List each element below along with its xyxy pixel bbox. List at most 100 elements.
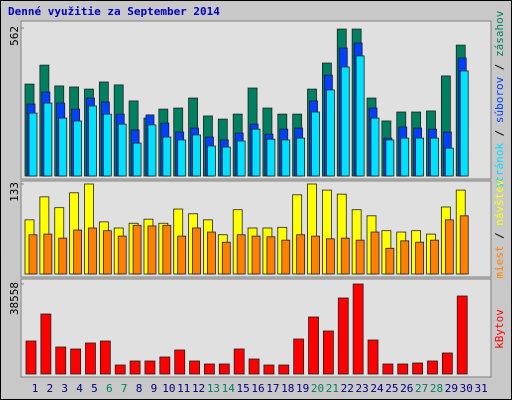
legend-separator: /: [493, 123, 506, 143]
legend-entry: kBytov: [493, 309, 506, 349]
x-tick-label: 27: [415, 382, 428, 395]
bar: [129, 360, 141, 375]
bar: [308, 316, 319, 375]
bar: [340, 237, 350, 275]
bar: [459, 215, 469, 275]
x-tick-label: 18: [281, 382, 294, 395]
bar: [352, 283, 364, 375]
bar: [441, 352, 453, 375]
bar: [340, 66, 350, 177]
bar: [132, 142, 142, 177]
bar: [311, 111, 320, 177]
x-tick-label: 3: [61, 382, 68, 395]
bar: [337, 297, 349, 375]
x-tick-label: 2: [47, 382, 54, 395]
x-tick-label: 26: [400, 382, 413, 395]
x-tick-label: 31: [474, 382, 487, 395]
x-tick-label: 30: [460, 382, 473, 395]
bar: [415, 137, 425, 177]
bar: [248, 358, 260, 375]
bar: [311, 235, 320, 275]
bar: [40, 313, 52, 375]
bar: [355, 239, 365, 275]
bar: [73, 229, 83, 275]
bar: [444, 147, 454, 177]
x-tick-label: 24: [370, 382, 384, 395]
x-tick-label: 11: [177, 382, 190, 395]
bar: [114, 364, 126, 375]
bar: [322, 330, 334, 375]
bar: [147, 225, 157, 275]
legend-entry: návštev: [493, 179, 506, 226]
x-tick-label: 16: [251, 382, 264, 395]
bar: [162, 224, 172, 275]
bar: [370, 231, 380, 275]
bar: [28, 112, 38, 177]
bar: [28, 234, 38, 275]
x-tick-label: 12: [192, 382, 205, 395]
bar: [251, 128, 261, 177]
bar: [459, 70, 469, 177]
bar: [263, 364, 275, 375]
x-tick-label: 7: [121, 382, 128, 395]
bar: [236, 140, 246, 177]
x-tick-label: 14: [222, 382, 236, 395]
x-tick-label: 8: [136, 382, 143, 395]
bar: [70, 348, 82, 375]
bar: [117, 123, 127, 177]
bar: [293, 338, 305, 375]
x-tick-label: 6: [106, 382, 113, 395]
bar: [427, 360, 438, 375]
bar: [325, 238, 335, 275]
legend: stránok / súborov / zásahov: [493, 10, 506, 189]
bar: [43, 102, 53, 177]
bar: [385, 139, 395, 177]
bar: [58, 117, 68, 177]
bar: [177, 235, 187, 275]
chart-title: Denné využitie za September 2014: [8, 5, 220, 18]
legend: miest / návštev: [493, 179, 506, 279]
bar: [251, 235, 261, 275]
bar: [278, 364, 290, 375]
bar: [370, 117, 380, 177]
legend: kBytov: [493, 309, 506, 349]
legend-entry: miest: [493, 246, 506, 279]
bar: [382, 363, 394, 375]
bar: [204, 363, 215, 375]
y-tick-label: 38558: [8, 282, 21, 315]
x-tick-label: 10: [162, 382, 175, 395]
bar: [132, 224, 142, 275]
bar: [159, 356, 171, 375]
bar: [25, 340, 37, 375]
x-tick-label: 20: [311, 382, 324, 395]
bar: [88, 227, 97, 275]
bar: [102, 113, 112, 177]
bar: [397, 363, 409, 375]
bar: [236, 234, 246, 275]
bar: [177, 139, 187, 177]
x-tick-label: 9: [151, 382, 158, 395]
x-tick-label: 4: [76, 382, 83, 395]
bar: [296, 234, 306, 275]
bar: [192, 134, 201, 177]
x-tick-label: 22: [341, 382, 354, 395]
bar: [58, 237, 68, 275]
bar: [174, 349, 186, 375]
bar: [102, 230, 112, 275]
bar: [325, 89, 335, 177]
bar: [43, 233, 53, 275]
bar: [281, 139, 291, 177]
bar: [207, 145, 216, 177]
x-tick-label: 23: [356, 382, 369, 395]
bar: [233, 348, 245, 375]
bar: [88, 105, 97, 177]
bar: [218, 363, 230, 375]
x-tick-label: 19: [296, 382, 309, 395]
bar: [192, 227, 201, 275]
legend-entry: súborov: [493, 76, 506, 123]
bar: [400, 240, 410, 275]
bar: [85, 342, 96, 375]
bar: [162, 136, 172, 177]
bar: [207, 231, 216, 275]
